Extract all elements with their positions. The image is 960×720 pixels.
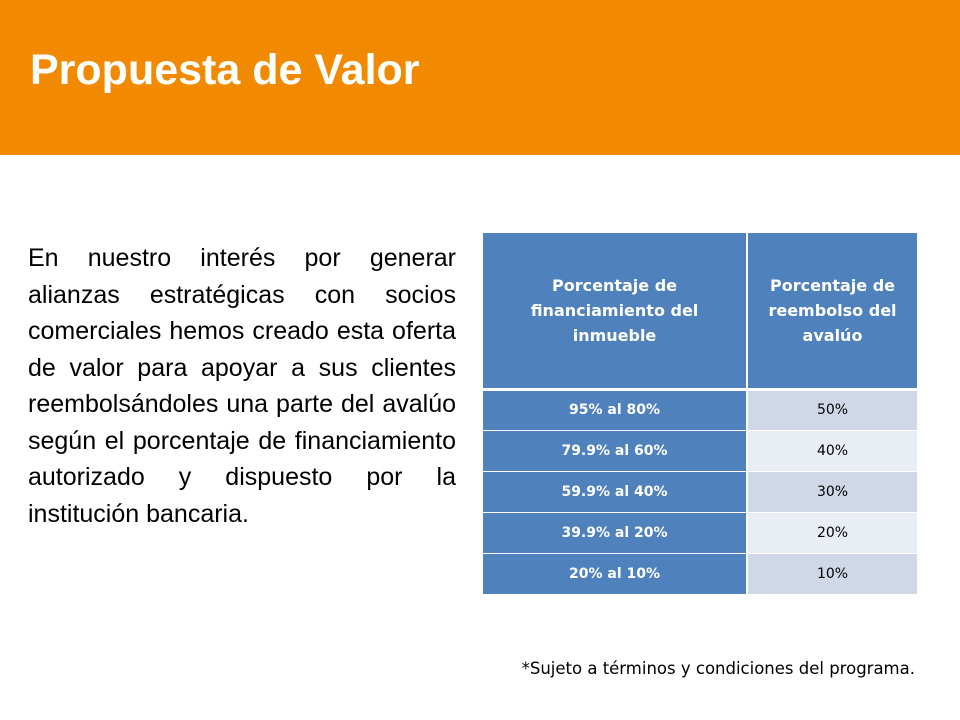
financing-range-cell: 79.9% al 60%	[483, 430, 748, 472]
reimbursement-table: Porcentaje de financiamiento del inmuebl…	[483, 233, 917, 595]
table-row: 59.9% al 40% 30%	[483, 471, 917, 513]
reimbursement-table-container: Porcentaje de financiamiento del inmuebl…	[483, 233, 917, 595]
reimbursement-cell: 40%	[747, 430, 917, 472]
table-row: 39.9% al 20% 20%	[483, 512, 917, 554]
table-row: 95% al 80% 50%	[483, 389, 917, 431]
reimbursement-cell: 10%	[747, 553, 917, 595]
slide-title: Propuesta de Valor	[30, 46, 420, 94]
table-header-row: Porcentaje de financiamiento del inmuebl…	[483, 233, 917, 391]
reimbursement-cell: 20%	[747, 512, 917, 554]
terms-footnote: *Sujeto a términos y condiciones del pro…	[521, 659, 915, 678]
header-reimbursement-percentage: Porcentaje de reembolso del avalúo	[747, 233, 917, 391]
header-band: Propuesta de Valor	[0, 0, 960, 155]
table-row: 79.9% al 60% 40%	[483, 430, 917, 472]
body-paragraph: En nuestro interés por generar alianzas …	[28, 244, 456, 528]
financing-range-cell: 59.9% al 40%	[483, 471, 748, 513]
header-financing-percentage: Porcentaje de financiamiento del inmuebl…	[483, 233, 748, 391]
financing-range-cell: 95% al 80%	[483, 389, 748, 431]
financing-range-cell: 39.9% al 20%	[483, 512, 748, 554]
reimbursement-cell: 30%	[747, 471, 917, 513]
financing-range-cell: 20% al 10%	[483, 553, 748, 595]
table-row: 20% al 10% 10%	[483, 553, 917, 595]
reimbursement-cell: 50%	[747, 389, 917, 431]
